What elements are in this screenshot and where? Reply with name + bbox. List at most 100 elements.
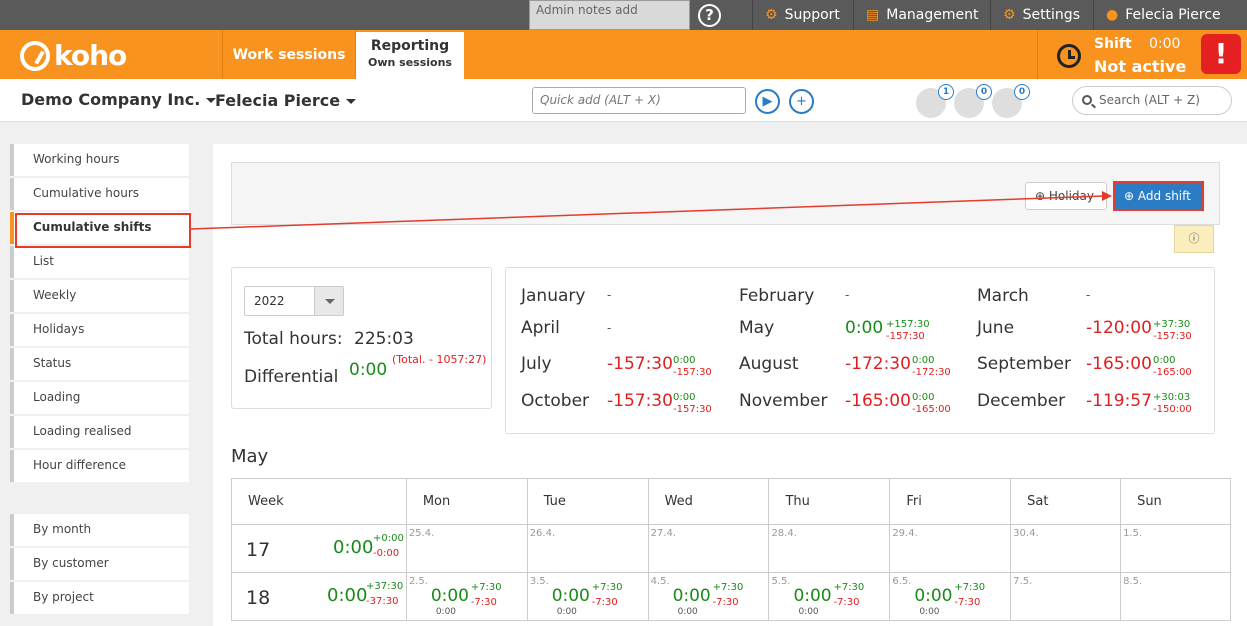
tab-reporting[interactable]: Reporting Own sessions — [356, 32, 464, 79]
tab-work-sessions[interactable]: Work sessions — [222, 30, 356, 79]
month-value: -157:30 — [607, 354, 673, 374]
month-value: -120:00 — [1086, 318, 1152, 338]
admin-notes-input[interactable]: Admin notes add — [529, 0, 690, 30]
month-value: -165:00 — [845, 391, 911, 411]
month-value: -157:30 — [607, 391, 673, 411]
column-header: Fri — [889, 478, 1012, 525]
day-cell[interactable]: 8.5. — [1120, 572, 1231, 621]
day-date: 8.5. — [1123, 576, 1143, 587]
day-cell[interactable]: 27.4. — [647, 524, 770, 573]
play-button[interactable]: ▶ — [755, 89, 780, 114]
settings-link[interactable]: ⚙ Settings — [990, 0, 1093, 30]
day-cell[interactable]: 4.5. 0:00 +7:30 -7:30 0:00 — [647, 572, 770, 621]
search-input[interactable]: Search (ALT + Z) — [1072, 86, 1232, 115]
week-cell[interactable]: 18 0:00 +37:30 -37:30 — [231, 572, 407, 621]
sidebar-item-cumulative-shifts[interactable]: Cumulative shifts — [10, 212, 189, 244]
day-cell[interactable]: 30.4. — [1010, 524, 1122, 573]
day-cell[interactable]: 5.5. 0:00 +7:30 -7:30 0:00 — [768, 572, 891, 621]
notifications-icon[interactable]: 1 — [916, 84, 954, 118]
holiday-button[interactable]: ⊕ Holiday — [1025, 182, 1107, 210]
sidebar-item-cumulative-hours[interactable]: Cumulative hours — [10, 178, 189, 210]
day-cell[interactable]: 29.4. — [889, 524, 1012, 573]
total-hours-label: Total hours: — [244, 329, 343, 349]
clock-icon — [1057, 44, 1081, 68]
month-minus: -150:00 — [1153, 404, 1192, 415]
day-date: 29.4. — [892, 528, 918, 539]
shift-status-box[interactable] — [1037, 30, 1195, 79]
notification-badge: 1 — [938, 84, 954, 100]
month-name: March — [977, 286, 1029, 306]
day-total: 0:00 — [914, 586, 953, 606]
month-minus: -157:30 — [673, 404, 712, 415]
month-plus: 0:00 — [912, 355, 935, 366]
day-total: 0:00 — [551, 586, 590, 606]
team-icon[interactable]: 0 — [954, 84, 992, 118]
month-plus: 0:00 — [912, 392, 935, 403]
day-date: 1.5. — [1123, 528, 1143, 539]
week-total: 0:00 — [333, 537, 374, 558]
day-cell[interactable]: 25.4. — [405, 524, 528, 573]
gear-icon: ⚙ — [1003, 7, 1016, 23]
column-header: Tue — [526, 478, 649, 525]
management-link[interactable]: ▤ Management — [853, 0, 990, 30]
plus-circle-icon: ⊕ — [1035, 189, 1046, 203]
day-date: 25.4. — [408, 528, 435, 539]
month-name: October — [521, 391, 590, 411]
user-icon: ● — [1106, 7, 1119, 23]
sidebar-item-by-customer[interactable]: By customer — [10, 548, 189, 580]
day-cell[interactable]: 26.4. — [526, 524, 649, 573]
day-plus: +7:30 — [712, 582, 744, 593]
support-link[interactable]: ⚙ Support — [752, 0, 853, 30]
person-dropdown[interactable]: Felecia Pierce — [215, 91, 357, 110]
column-header: Sun — [1120, 478, 1231, 525]
day-cell[interactable]: 1.5. — [1120, 524, 1231, 573]
month-name: December — [977, 391, 1066, 411]
sidebar-item-status[interactable]: Status — [10, 348, 189, 380]
sidebar-item-loading[interactable]: Loading — [10, 382, 189, 414]
day-date: 6.5. — [892, 576, 912, 587]
week-cell[interactable]: 17 0:00 +0:00 -0:00 — [231, 524, 407, 573]
briefcase-icon: ▤ — [866, 7, 880, 23]
plus-circle-icon: ⊕ — [1124, 189, 1135, 203]
day-minus: -7:30 — [712, 597, 739, 608]
help-icon[interactable]: ? — [698, 4, 721, 27]
sidebar-item-hour-difference[interactable]: Hour difference — [10, 450, 189, 482]
alert-icon[interactable]: ! — [1201, 34, 1241, 74]
column-header: Sat — [1010, 478, 1122, 525]
messages-icon[interactable]: 0 — [992, 84, 1030, 118]
add-button[interactable]: + — [789, 89, 814, 114]
add-shift-button[interactable]: ⊕ Add shift — [1113, 181, 1204, 211]
differential-label: Differential — [244, 367, 339, 387]
month-minus: -157:30 — [1153, 331, 1192, 342]
sidebar-item-list[interactable]: List — [10, 246, 189, 278]
day-cell[interactable]: 7.5. — [1010, 572, 1122, 621]
sidebar-item-holidays[interactable]: Holidays — [10, 314, 189, 346]
day-cell[interactable]: 28.4. — [768, 524, 891, 573]
company-dropdown[interactable]: Demo Company Inc. — [21, 90, 217, 109]
year-select[interactable]: 2022 — [244, 286, 344, 316]
differential-total: (Total. - 1057:27) — [392, 353, 487, 366]
main-header — [0, 30, 1247, 79]
sidebar-item-working-hours[interactable]: Working hours — [10, 144, 189, 176]
sidebar-item-weekly[interactable]: Weekly — [10, 280, 189, 312]
sidebar-item-loading-realised[interactable]: Loading realised — [10, 416, 189, 448]
day-cell[interactable]: 3.5. 0:00 +7:30 -7:30 0:00 — [526, 572, 649, 621]
info-icon[interactable]: ⓘ — [1174, 225, 1214, 253]
column-header: Mon — [405, 478, 528, 525]
day-cell[interactable]: 6.5. 0:00 +7:30 -7:30 0:00 — [889, 572, 1012, 621]
day-plus: +7:30 — [591, 582, 623, 593]
day-date: 4.5. — [650, 576, 670, 587]
day-cell[interactable]: 2.5. 0:00 +7:30 -7:30 0:00 — [405, 572, 528, 621]
koho-logo[interactable]: koho — [20, 39, 127, 72]
user-menu[interactable]: ● Felecia Pierce — [1093, 0, 1247, 30]
search-icon — [1082, 95, 1092, 105]
day-minus: -7:30 — [833, 597, 860, 608]
day-date: 2.5. — [408, 576, 428, 587]
sidebar-item-by-project[interactable]: By project — [10, 582, 189, 614]
shift-label: Shift — [1094, 36, 1132, 52]
months-summary-box — [505, 267, 1215, 434]
sidebar-item-by-month[interactable]: By month — [10, 514, 189, 546]
chevron-down-icon — [346, 99, 357, 104]
quick-add-input[interactable]: Quick add (ALT + X) — [532, 87, 746, 114]
day-zero: 0:00 — [677, 607, 698, 617]
